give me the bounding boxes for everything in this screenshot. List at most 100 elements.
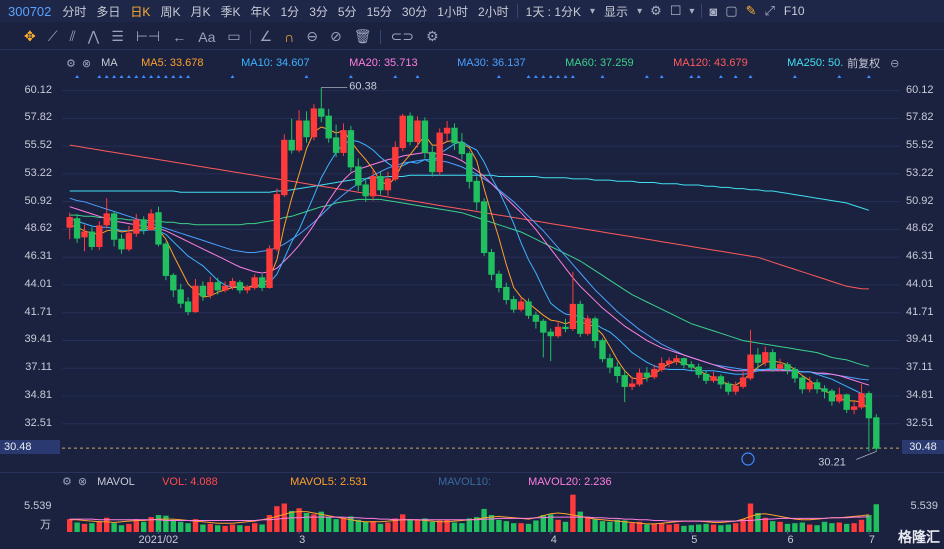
magnet-icon[interactable]: ∩ [284, 28, 295, 45]
divider [249, 29, 251, 44]
y-tick-label: 44.01 [24, 277, 52, 290]
adjust-label[interactable]: 前复权 [847, 58, 881, 70]
volume-bar [111, 523, 117, 532]
settings-icon[interactable]: ⚙ [425, 28, 439, 44]
fib-tool-icon[interactable]: ☰ [111, 28, 124, 44]
volume-bar [718, 525, 724, 532]
close-icon[interactable]: ⊗ [81, 57, 92, 70]
event-marker [156, 75, 161, 78]
volume-bar [326, 517, 332, 532]
stock-code[interactable]: 300702 [8, 3, 52, 19]
candle-body [532, 314, 540, 322]
candle-body [258, 277, 266, 288]
expand-icon[interactable]: ⤢ [764, 3, 775, 18]
ma30-value: MA30: 36.137 [457, 57, 526, 69]
arrow-tool-icon[interactable]: ← [172, 28, 187, 45]
volume-bar [303, 513, 310, 532]
timeframe-tab[interactable]: 多日 [96, 4, 121, 19]
pattern-tool-icon[interactable]: ⋀ [87, 28, 100, 44]
gear-icon[interactable]: ⚙ [650, 3, 662, 18]
candle-body [458, 142, 466, 155]
pencil-icon[interactable]: ✎ [745, 3, 757, 18]
settings-icon[interactable]: ⚙ [66, 57, 76, 70]
y-tick-label: 46.31 [906, 250, 934, 263]
volume-bar [296, 508, 302, 532]
timeframe-tab[interactable]: 1小时 [437, 4, 468, 19]
minus-circle-icon[interactable]: ⊖ [890, 57, 900, 70]
chevron-down-icon[interactable]: ▾ [637, 5, 643, 17]
volume-bar [784, 523, 791, 532]
volume-bar [407, 519, 413, 532]
settings-icon[interactable]: ⚙ [62, 476, 72, 488]
event-marker [792, 75, 797, 78]
crosshair-icon[interactable]: ✥ [24, 28, 36, 44]
volume-bar [873, 504, 879, 532]
event-marker [97, 75, 102, 78]
volume-axis-value: 5.539 [24, 500, 52, 512]
event-marker [837, 75, 842, 78]
volume-chart[interactable] [0, 490, 944, 534]
timeframe-tab[interactable]: 1分 [280, 4, 300, 19]
volume-bar [592, 519, 598, 532]
candle-body [118, 238, 125, 250]
line-tool-icon[interactable]: ⟋ [47, 28, 58, 44]
ruler-icon[interactable]: ∠ [259, 28, 273, 44]
y-tick-label: 46.31 [24, 250, 52, 263]
event-marker [186, 75, 191, 78]
f10-button[interactable]: F10 [783, 4, 805, 18]
volume-bar [503, 521, 509, 532]
timeframe-tab[interactable]: 3分 [309, 4, 328, 19]
volume-bar [488, 515, 495, 532]
measure-tool-icon[interactable]: ⊢⊣ [135, 28, 161, 44]
volume-bar [644, 524, 650, 532]
volume-bar [666, 524, 672, 532]
hide-icon[interactable]: ⊘ [329, 28, 342, 44]
timeframe-tab[interactable]: 月K [190, 4, 211, 19]
volume-axis-value-right: 5.539 [910, 500, 938, 512]
volume-bar [355, 519, 361, 532]
candle-body [658, 362, 665, 371]
close-icon[interactable]: ⊗ [77, 476, 88, 488]
camera-icon[interactable]: ◙ [709, 3, 718, 19]
candle-body [628, 383, 636, 387]
checkbox-icon[interactable]: ☐ [669, 3, 682, 18]
trash-icon[interactable]: 🗑 [353, 28, 372, 44]
event-marker [526, 75, 531, 78]
timeframe-tab[interactable]: 周K [160, 4, 181, 19]
timeframe-tab[interactable]: 年K [250, 4, 271, 19]
timeframe-tab[interactable]: 季K [220, 4, 241, 19]
volume-bar [496, 519, 502, 532]
timeframe-tab[interactable]: 2小时 [477, 4, 509, 19]
volume-bar [858, 519, 865, 532]
timeframe-tab[interactable]: 15分 [366, 4, 392, 19]
price-chart-area[interactable]: 60.38 30.21 60.12 57.82 55.52 53.22 50.92 48.6… [0, 70, 944, 470]
y-tick-label: 34.81 [906, 388, 934, 401]
link-icon[interactable]: ⊂⊃ [390, 28, 414, 44]
candle-body [873, 417, 880, 449]
volume-bar [659, 523, 665, 532]
timeframe-tab[interactable]: 5分 [337, 4, 357, 19]
candle-body [495, 273, 503, 288]
event-marker [600, 75, 605, 78]
chevron-down-icon[interactable]: ▾ [689, 5, 695, 17]
channel-tool-icon[interactable]: ⫽ [69, 28, 76, 44]
timeframe-tab[interactable]: 30分 [401, 4, 428, 19]
lock-icon[interactable]: ⊖ [306, 28, 318, 44]
volume-bar [429, 521, 435, 532]
timeframe-tab[interactable]: 日K [130, 4, 151, 19]
y-tick-label: 50.92 [24, 194, 52, 207]
text-tool-icon[interactable]: Aa [198, 28, 216, 45]
timeframe-tabs: 分时 多日 日K 周K 月K 季K 年K 1分 3分 5分 15分 30分 1小时 2小时 [57, 3, 513, 20]
display-menu[interactable]: 显示 [604, 4, 629, 19]
timeframe-dropdown[interactable]: 1天 : 1分K [525, 4, 582, 19]
comment-tool-icon[interactable]: ▭ [227, 28, 241, 44]
candlestick-chart[interactable]: 60.38 30.21 [0, 70, 944, 470]
square-icon[interactable]: ▢ [725, 3, 738, 18]
candle-body [244, 286, 251, 291]
candle-body [680, 358, 688, 366]
candle-body [466, 153, 473, 182]
chevron-down-icon[interactable]: ▾ [590, 5, 596, 17]
event-marker [393, 75, 398, 78]
current-price-tag-left: 30.48 [0, 440, 60, 455]
timeframe-tab[interactable]: 分时 [62, 4, 87, 19]
